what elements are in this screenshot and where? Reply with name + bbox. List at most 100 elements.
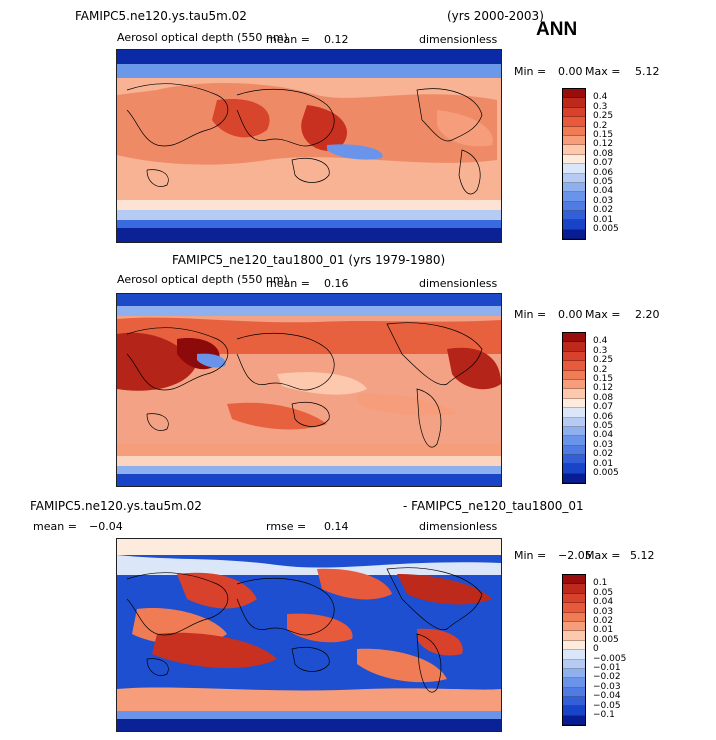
colorbar-box [563, 342, 585, 352]
panel2-colorbar [562, 332, 586, 485]
colorbar-box [563, 154, 585, 165]
colorbar-box [563, 473, 585, 484]
panel2-units: dimensionless [419, 277, 498, 290]
panel1-case-title: FAMIPC5.ne120.ys.tau5m.02 [75, 9, 247, 23]
panel2-min-value: 0.00 [558, 308, 583, 321]
colorbar-box [563, 445, 585, 456]
panel2-variable: Aerosol optical depth (550 nm) [117, 273, 288, 286]
colorbar-tick-label: −0.02 [593, 672, 621, 683]
colorbar-tick-label: 0.15 [593, 374, 614, 384]
colorbar-tick-label: −0.005 [593, 653, 627, 664]
colorbar-tick-label: 0.3 [593, 345, 608, 356]
colorbar-tick-label: 0.08 [593, 392, 614, 403]
colorbar-tick-label: 0.02 [593, 205, 614, 216]
colorbar-box [563, 426, 585, 437]
colorbar-tick-label: 0.06 [593, 411, 614, 422]
colorbar-box [563, 417, 585, 427]
colorbar-tick-label: 0.07 [593, 402, 614, 413]
colorbar-tick-label: 0.04 [593, 186, 614, 197]
panel1-colorbar [562, 88, 586, 241]
colorbar-box [563, 164, 585, 174]
panel2-case-title: FAMIPC5_ne120_tau1800_01 (yrs 1979-1980) [172, 253, 446, 267]
colorbar-tick-label: 0.01 [593, 214, 614, 225]
colorbar-tick-label: 0.06 [593, 167, 614, 178]
colorbar-box [563, 229, 585, 240]
colorbar-tick-label: −0.04 [593, 691, 621, 702]
colorbar-box [563, 89, 585, 99]
season-label: ANN [536, 19, 578, 40]
colorbar-tick-label: 0.15 [593, 130, 614, 140]
panel3-case-title-right: - FAMIPC5_ne120_tau1800_01 [403, 499, 584, 513]
colorbar-tick-label: 0.2 [593, 364, 608, 375]
colorbar-tick-label: 0.03 [593, 195, 614, 206]
colorbar-tick-label: 0.01 [593, 625, 614, 636]
colorbar-box [563, 687, 585, 698]
colorbar-tick-label: 0.04 [593, 597, 614, 608]
panel1-mean-label: mean = [266, 33, 310, 46]
panel3-colorbar [562, 574, 586, 727]
colorbar-box [563, 351, 585, 362]
colorbar-tick-label: 0 [593, 644, 599, 655]
colorbar-tick-label: −0.03 [593, 681, 621, 692]
panel1-units: dimensionless [419, 33, 498, 46]
colorbar-box [563, 631, 585, 641]
colorbar-box [563, 621, 585, 632]
colorbar-tick-label: 0.2 [593, 120, 608, 131]
colorbar-tick-label: 0.02 [593, 616, 614, 626]
colorbar-box [563, 361, 585, 371]
panel3-max-label: Max = [585, 549, 621, 562]
panel2-map [116, 293, 502, 487]
colorbar-box [563, 575, 585, 585]
colorbar-box [563, 173, 585, 183]
colorbar-box [563, 455, 585, 465]
colorbar-box [563, 678, 585, 688]
panel3-mean-value: −0.04 [89, 520, 123, 533]
panel1-max-label: Max = [585, 65, 621, 78]
panel1-min-label: Min = [514, 65, 547, 78]
colorbar-tick-label: 0.005 [593, 224, 619, 234]
colorbar-box [563, 192, 585, 202]
colorbar-box [563, 464, 585, 474]
colorbar-tick-label: 0.4 [593, 336, 608, 347]
panel3-mean-label: mean = [33, 520, 77, 533]
panel1-mean-value: 0.12 [324, 33, 349, 46]
colorbar-box [563, 389, 585, 399]
colorbar-tick-label: −0.1 [593, 710, 615, 720]
colorbar-tick-label: 0.25 [593, 355, 614, 366]
colorbar-tick-label: 0.12 [593, 139, 614, 150]
colorbar-tick-label: 0.05 [593, 177, 614, 187]
colorbar-tick-label: −0.01 [593, 663, 621, 673]
colorbar-tick-label: 0.1 [593, 578, 608, 589]
colorbar-box [563, 697, 585, 707]
panel3-map [116, 538, 502, 732]
colorbar-box [563, 706, 585, 716]
colorbar-box [563, 370, 585, 380]
colorbar-tick-label: 0.08 [593, 148, 614, 159]
colorbar-tick-label: 0.3 [593, 101, 608, 112]
panel1-min-value: 0.00 [558, 65, 583, 78]
colorbar-box [563, 201, 585, 212]
colorbar-tick-label: 0.03 [593, 439, 614, 450]
colorbar-tick-label: 0.05 [593, 587, 614, 598]
colorbar-tick-label: −0.05 [593, 700, 621, 711]
colorbar-box [563, 612, 585, 622]
colorbar-box [563, 135, 585, 146]
colorbar-box [563, 668, 585, 679]
colorbar-tick-label: 0.05 [593, 421, 614, 431]
colorbar-box [563, 117, 585, 127]
panel1-variable: Aerosol optical depth (550 nm) [117, 31, 288, 44]
colorbar-box [563, 408, 585, 418]
colorbar-box [563, 603, 585, 613]
colorbar-box [563, 379, 585, 390]
panel2-min-label: Min = [514, 308, 547, 321]
colorbar-box [563, 211, 585, 221]
panel3-min-label: Min = [514, 549, 547, 562]
colorbar-box [563, 659, 585, 669]
colorbar-box [563, 650, 585, 660]
colorbar-box [563, 333, 585, 343]
panel3-min-value: −2.05 [558, 549, 592, 562]
colorbar-box [563, 640, 585, 651]
panel1-max-value: 5.12 [635, 65, 660, 78]
panel1-map [116, 49, 502, 243]
colorbar-box [563, 220, 585, 230]
